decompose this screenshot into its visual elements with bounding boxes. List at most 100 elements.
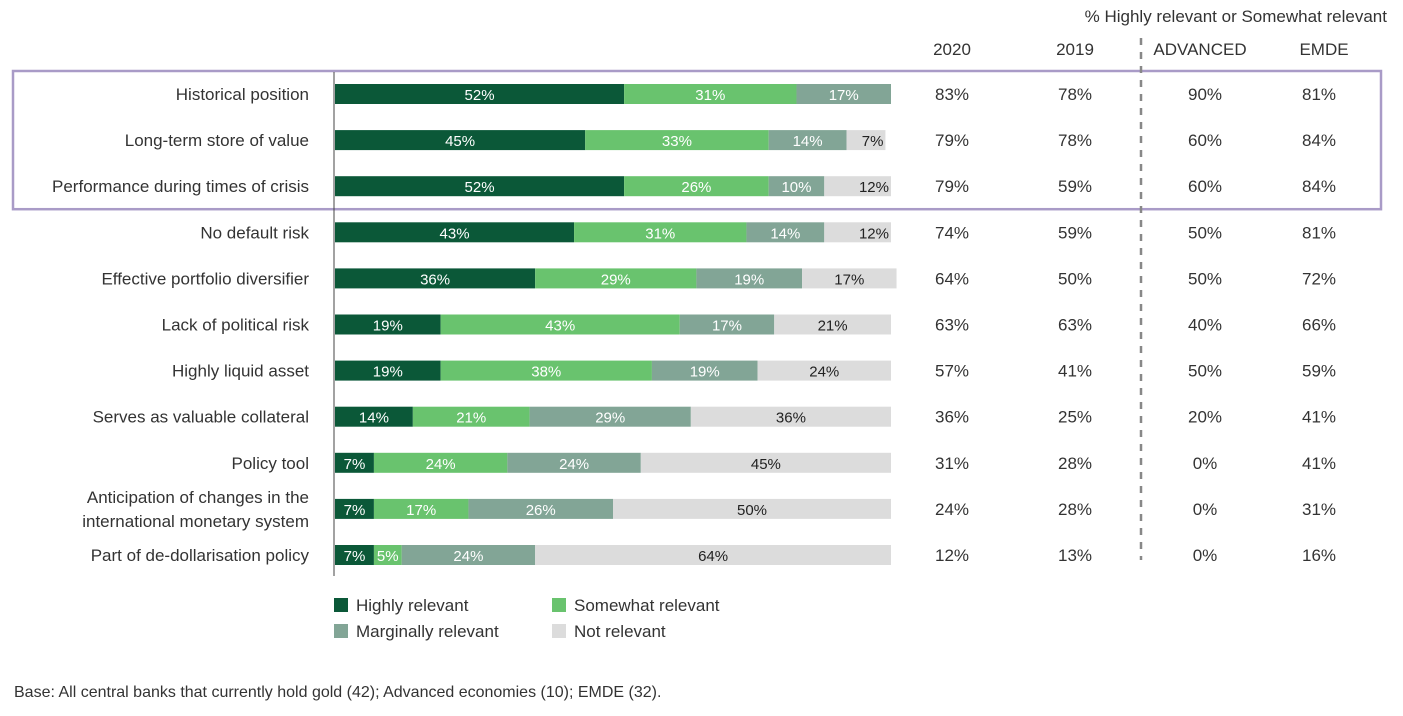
table-group-title: % Highly relevant or Somewhat relevant (1085, 7, 1388, 26)
category-label: Historical position (176, 85, 309, 104)
bar-somewhat-relevant (373, 545, 402, 565)
bar-value-label: 24% (426, 456, 456, 473)
bar-marginally-relevant (746, 222, 825, 243)
table-cell: 79% (935, 177, 969, 196)
bar-somewhat-relevant (440, 360, 652, 381)
table-cell: 81% (1302, 85, 1336, 104)
legend-swatch-marginally-relevant (334, 624, 348, 638)
table-cell: 59% (1302, 362, 1336, 381)
table-cell: 83% (935, 85, 969, 104)
table-cell: 90% (1188, 85, 1222, 104)
table-cell: 41% (1302, 408, 1336, 427)
bar-not-relevant (535, 545, 891, 565)
table-cell: 50% (1188, 223, 1222, 242)
bar-value-label: 24% (559, 456, 589, 473)
table-cell: 74% (935, 223, 969, 242)
legend-swatch-somewhat-relevant (552, 598, 566, 612)
bar-not-relevant (846, 130, 886, 151)
bar-value-label: 19% (734, 271, 764, 288)
bar-not-relevant (824, 176, 891, 197)
bar-value-label: 12% (859, 179, 889, 196)
bar-value-label: 43% (545, 318, 575, 335)
table-cell: 84% (1302, 131, 1336, 150)
category-label: Policy tool (232, 454, 309, 473)
bar-value-label: 17% (834, 271, 864, 288)
bar-value-label: 17% (712, 318, 742, 335)
bar-marginally-relevant (401, 545, 536, 565)
table-cell: 60% (1188, 131, 1222, 150)
bar-not-relevant (774, 314, 891, 335)
table-cell: 12% (935, 546, 969, 565)
category-label: Highly liquid asset (172, 362, 309, 381)
category-label: Part of de-dollarisation policy (91, 546, 310, 565)
table-cell: 16% (1302, 546, 1336, 565)
category-label: Lack of political risk (162, 316, 310, 335)
legend-label: Not relevant (574, 622, 666, 641)
bar-value-label: 7% (344, 548, 366, 565)
table-cell: 59% (1058, 177, 1092, 196)
table-cell: 31% (935, 454, 969, 473)
table-cell: 41% (1058, 362, 1092, 381)
bar-somewhat-relevant (574, 222, 747, 243)
table-cell: 36% (935, 408, 969, 427)
table-cell: 57% (935, 362, 969, 381)
bar-value-label: 38% (531, 364, 561, 381)
category-label: Performance during times of crisis (52, 177, 309, 196)
bar-value-label: 36% (776, 410, 806, 427)
table-cell: 50% (1188, 362, 1222, 381)
table-column-header: ADVANCED (1153, 40, 1246, 59)
table-cell: 78% (1058, 131, 1092, 150)
bar-value-label: 5% (377, 548, 399, 565)
bar-value-label: 24% (809, 364, 839, 381)
table-cell: 84% (1302, 177, 1336, 196)
table-cell: 64% (935, 269, 969, 288)
bar-somewhat-relevant (412, 406, 530, 427)
bar-value-label: 31% (645, 225, 675, 242)
legend-label: Somewhat relevant (574, 596, 720, 615)
bar-somewhat-relevant (373, 498, 469, 519)
bar-highly-relevant (335, 406, 413, 427)
bar-somewhat-relevant (440, 314, 680, 335)
bar-value-label: 45% (445, 133, 475, 150)
bar-value-label: 21% (818, 318, 848, 335)
bar-value-label: 7% (344, 502, 366, 519)
category-label: No default risk (200, 223, 309, 242)
bar-somewhat-relevant (535, 268, 697, 289)
table-cell: 0% (1193, 546, 1218, 565)
table-cell: 40% (1188, 316, 1222, 335)
bar-marginally-relevant (507, 452, 641, 473)
bar-highly-relevant (335, 130, 586, 151)
table-cell: 78% (1058, 85, 1092, 104)
category-labels: Historical position Long-term store of va… (52, 85, 309, 565)
bar-value-label: 50% (737, 502, 767, 519)
bar-value-label: 43% (440, 225, 470, 242)
table-cell: 79% (935, 131, 969, 150)
table-cell: 0% (1193, 454, 1218, 473)
legend-swatch-highly-relevant (334, 598, 348, 612)
bar-marginally-relevant (796, 84, 891, 104)
relevance-table: 83% 78% 90% 81% 79% 78% 60% 84% 79% 59% 60% 84% 74% 5… (933, 7, 1387, 565)
bar-value-label: 36% (420, 271, 450, 288)
table-cell: 0% (1193, 500, 1218, 519)
bar-highly-relevant (335, 176, 625, 197)
bar-value-label: 33% (662, 133, 692, 150)
bar-marginally-relevant (529, 406, 691, 427)
bar-highly-relevant (335, 498, 374, 519)
bar-highly-relevant (335, 84, 625, 104)
bar-value-label: 17% (406, 502, 436, 519)
bar-value-label: 26% (526, 502, 556, 519)
bar-value-label: 64% (698, 548, 728, 565)
bar-somewhat-relevant (624, 84, 797, 104)
table-cell: 28% (1058, 500, 1092, 519)
bar-not-relevant (802, 268, 897, 289)
base-footnote: Base: All central banks that currently h… (14, 684, 662, 701)
bar-value-label: 45% (751, 456, 781, 473)
bar-value-label: 14% (359, 410, 389, 427)
table-cell: 25% (1058, 408, 1092, 427)
bar-not-relevant (757, 360, 891, 381)
table-cell: 24% (935, 500, 969, 519)
table-cell: 50% (1188, 269, 1222, 288)
category-label: Serves as valuable collateral (93, 408, 309, 427)
table-column-header: EMDE (1299, 40, 1348, 59)
bar-value-label: 14% (793, 133, 823, 150)
